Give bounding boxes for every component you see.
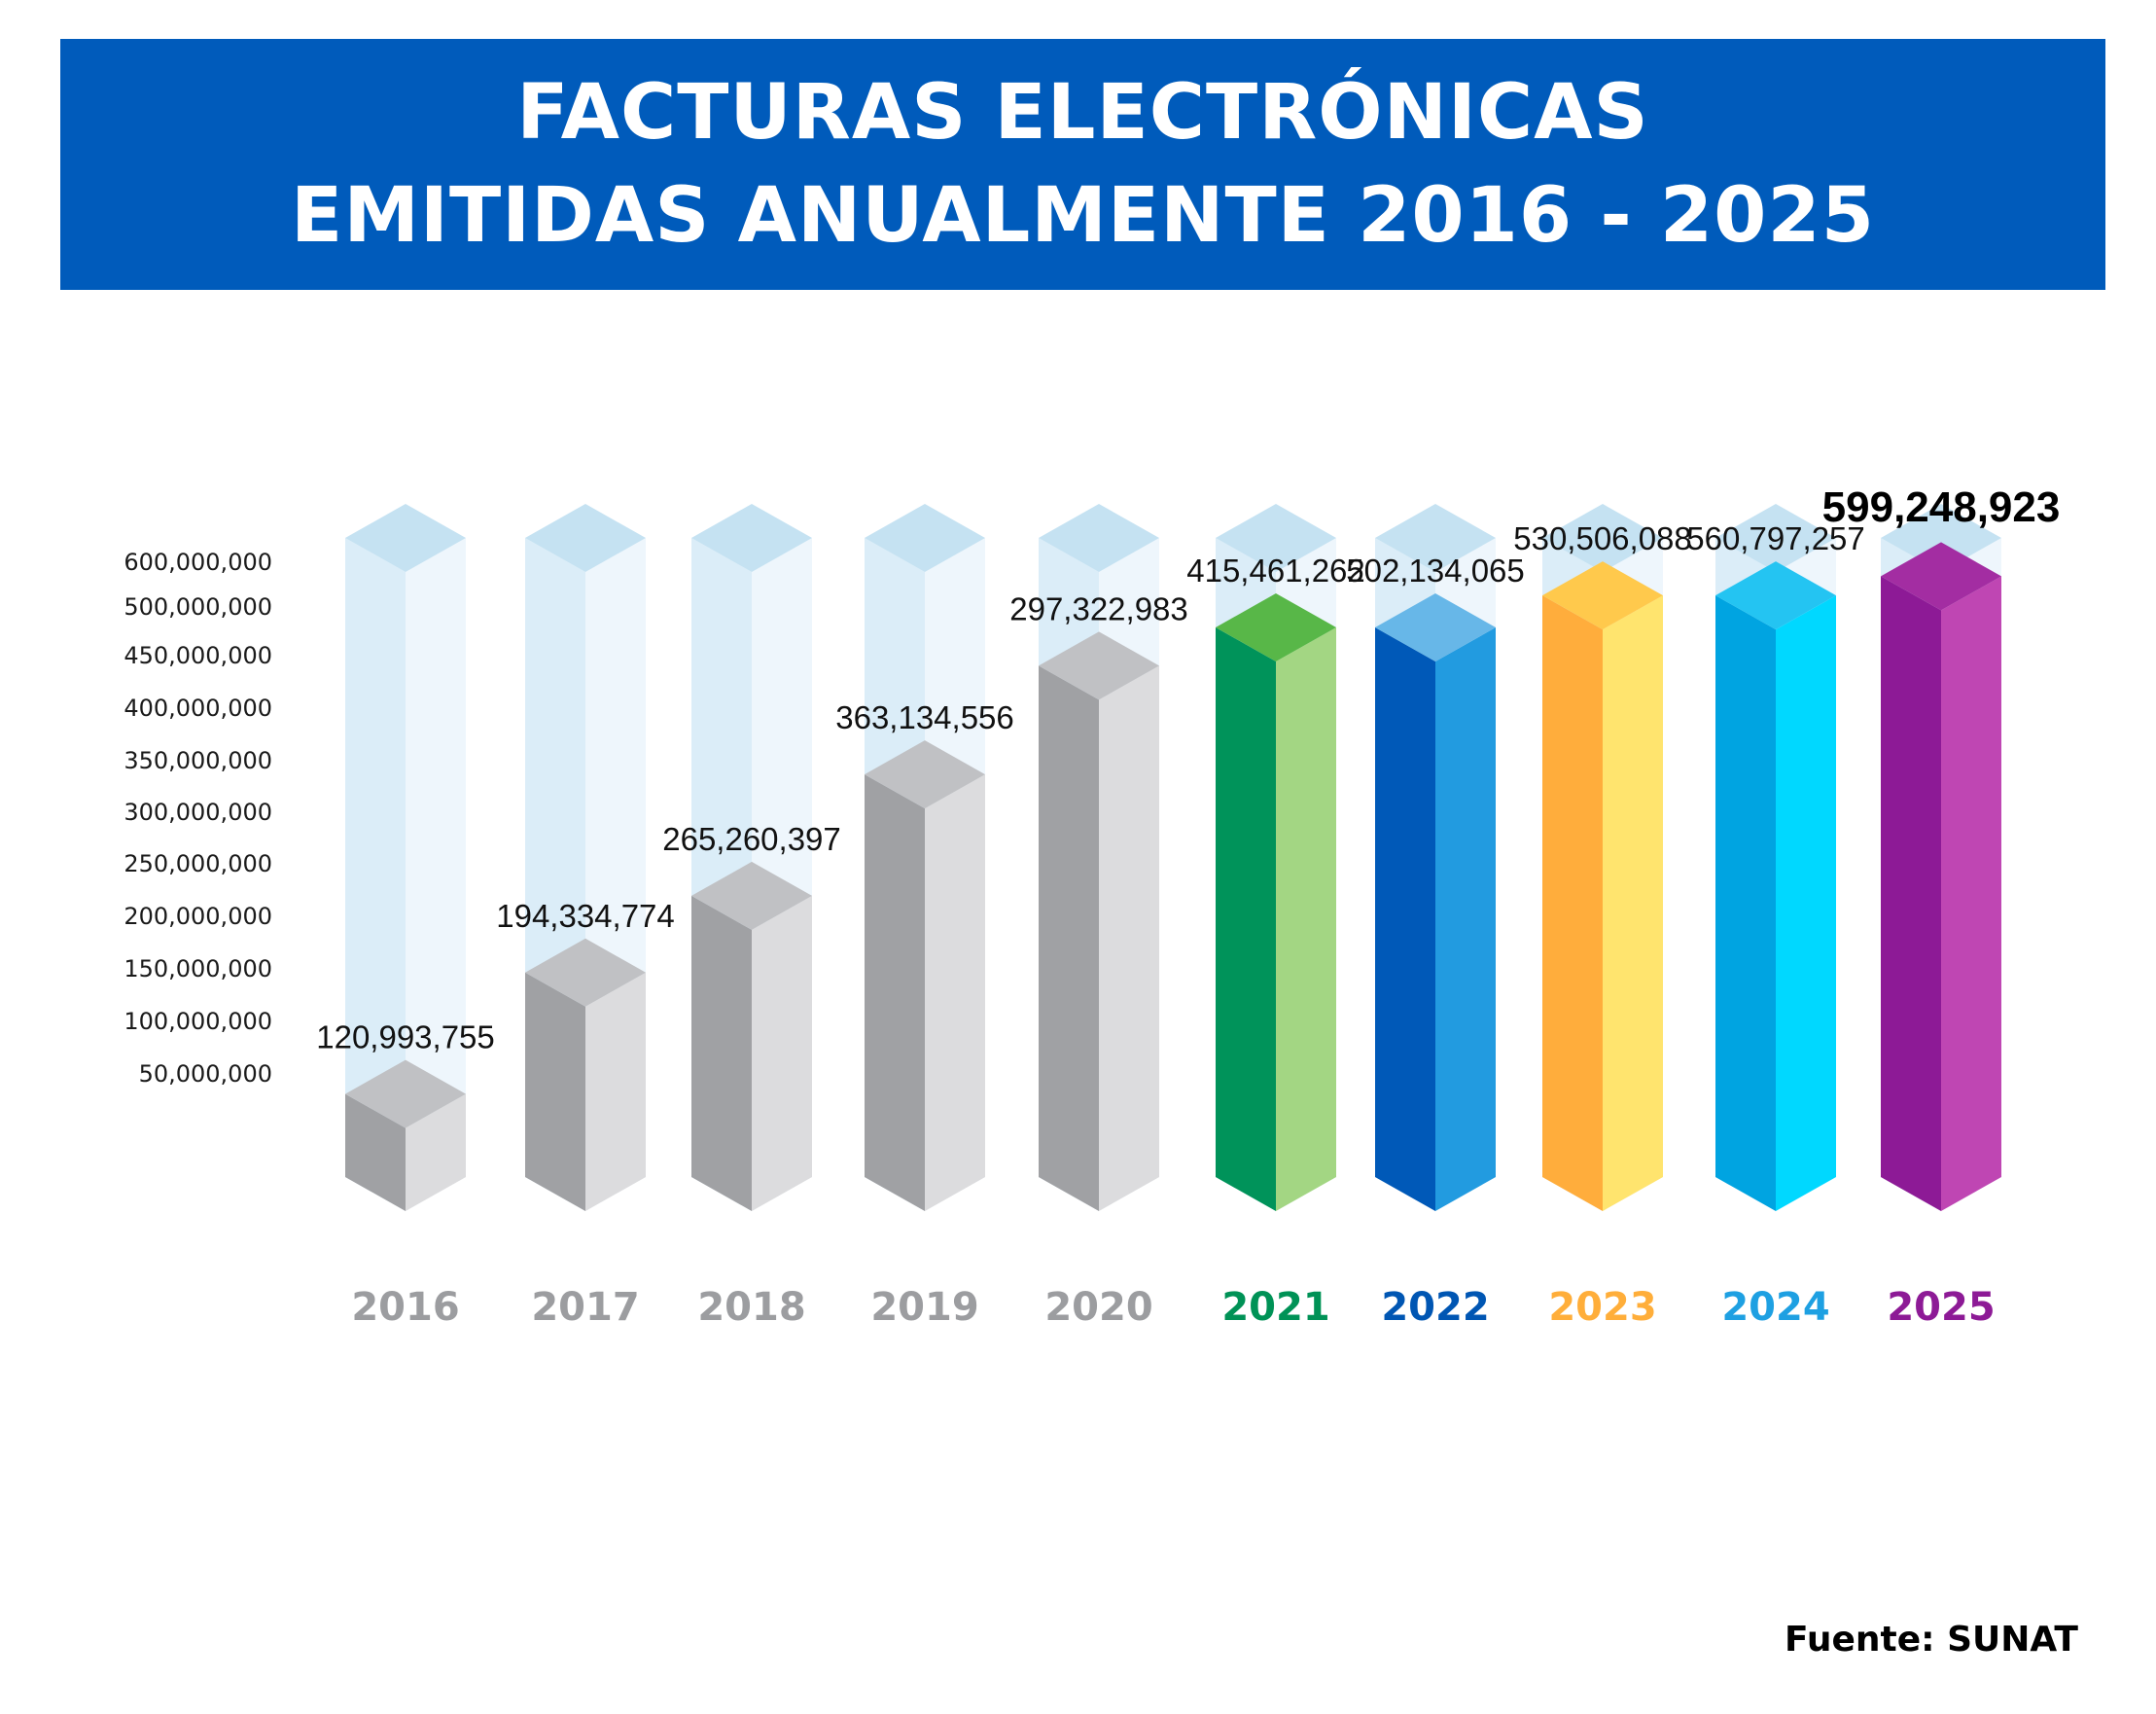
bar-2016-right-face — [406, 1093, 466, 1211]
year-label-2023: 2023 — [1548, 1285, 1656, 1330]
bar-2025-left-face — [1881, 576, 1941, 1211]
bar-2018-right-face — [752, 895, 812, 1211]
value-label-2020: 297,322,983 — [1009, 590, 1188, 626]
bar-2024-right-face — [1776, 595, 1836, 1211]
ghost-column-2016-right-face — [406, 538, 466, 1211]
ghost-column-2024-top-face — [1715, 504, 1836, 572]
bar-2024 — [1715, 561, 1836, 1211]
bar-2020 — [1039, 631, 1159, 1211]
ghost-column-2019-top-face — [865, 504, 985, 572]
y-axis-ticks: 600,000,000 500,000,000 450,000,000 400,000… — [124, 549, 272, 1088]
bar-2018 — [691, 861, 812, 1211]
bar-2019-top-face — [865, 740, 985, 809]
bar-2022-left-face — [1375, 626, 1435, 1211]
bar-2021-top-face — [1216, 592, 1336, 661]
bar-2021-right-face — [1276, 626, 1336, 1211]
year-label-2020: 2020 — [1044, 1285, 1152, 1330]
ghost-column-2020-top-face — [1039, 504, 1159, 572]
ghost-column-2017-top-face — [525, 504, 646, 572]
year-label-2017: 2017 — [531, 1285, 639, 1330]
bar-2022 — [1375, 592, 1496, 1211]
bar-2024-left-face — [1715, 595, 1776, 1211]
bar-2022-right-face — [1435, 626, 1496, 1211]
chart-title-line-1: FACTURAS ELECTRÓNICAS — [516, 69, 1649, 157]
y-tick-label: 200,000,000 — [124, 903, 272, 930]
value-label-2022: 502,134,065 — [1346, 553, 1525, 589]
y-tick-label: 500,000,000 — [124, 593, 272, 621]
y-tick-label: 600,000,000 — [124, 549, 272, 576]
y-tick-label: 100,000,000 — [124, 1008, 272, 1035]
value-label-2019: 363,134,556 — [835, 699, 1014, 735]
bar-2018-top-face — [691, 861, 812, 930]
bar-2021 — [1216, 592, 1336, 1211]
chart-title-line-2: EMITIDAS ANUALMENTE 2016 - 2025 — [291, 172, 1875, 260]
ghost-column-2022-top-face — [1375, 504, 1496, 572]
bar-2025 — [1881, 542, 2001, 1211]
year-label-2025: 2025 — [1887, 1285, 1995, 1330]
value-label-2016: 120,993,755 — [316, 1019, 495, 1055]
year-label-2021: 2021 — [1221, 1285, 1329, 1330]
y-tick-label: 300,000,000 — [124, 799, 272, 826]
bar-2017-right-face — [585, 972, 646, 1211]
bar-2023 — [1542, 561, 1663, 1211]
value-labels: 120,993,755 194,334,774 265,260,397 363,134… — [316, 483, 2060, 1055]
bar-2024-top-face — [1715, 561, 1836, 630]
year-label-2022: 2022 — [1381, 1285, 1489, 1330]
ghost-column-2018-top-face — [691, 504, 812, 572]
bar-2020-top-face — [1039, 631, 1159, 700]
ghost-column-2016 — [345, 504, 466, 1211]
bar-2023-top-face — [1542, 561, 1663, 630]
y-tick-label: 350,000,000 — [124, 747, 272, 774]
bar-2020-right-face — [1099, 665, 1159, 1211]
bar-2021-left-face — [1216, 626, 1276, 1211]
y-tick-label: 400,000,000 — [124, 695, 272, 722]
y-tick-label: 450,000,000 — [124, 642, 272, 669]
bar-2023-right-face — [1603, 595, 1663, 1211]
y-tick-label: 250,000,000 — [124, 850, 272, 877]
bar-2022-top-face — [1375, 592, 1496, 661]
value-label-2025: 599,248,923 — [1822, 483, 2061, 531]
source-note: Fuente: SUNAT — [1785, 1620, 2078, 1660]
bar-2018-left-face — [691, 895, 752, 1211]
bar-2020-left-face — [1039, 665, 1099, 1211]
year-label-2019: 2019 — [870, 1285, 978, 1330]
bar-2017-top-face — [525, 938, 646, 1007]
year-label-2024: 2024 — [1721, 1285, 1829, 1330]
ghost-column-2021-top-face — [1216, 504, 1336, 572]
ghost-column-2023-top-face — [1542, 504, 1663, 572]
value-label-2021: 415,461,262 — [1186, 553, 1365, 589]
bar-2019-left-face — [865, 774, 925, 1211]
value-label-2017: 194,334,774 — [496, 898, 675, 934]
ghost-column-2016-top-face — [345, 504, 466, 572]
year-label-2018: 2018 — [697, 1285, 805, 1330]
value-label-2024: 560,797,257 — [1686, 520, 1865, 556]
y-tick-label: 150,000,000 — [124, 955, 272, 982]
bar-2016-left-face — [345, 1093, 406, 1211]
ghost-column-2016-left-face — [345, 538, 406, 1211]
y-tick-label: 50,000,000 — [139, 1060, 272, 1088]
year-label-2016: 2016 — [351, 1285, 459, 1330]
bar-2025-right-face — [1941, 576, 2001, 1211]
bar-series — [345, 542, 2001, 1211]
bar-2023-left-face — [1542, 595, 1603, 1211]
bar-2017 — [525, 938, 646, 1211]
bar-2019-right-face — [925, 774, 985, 1211]
title-banner: FACTURAS ELECTRÓNICAS EMITIDAS ANUALMENT… — [60, 39, 2105, 290]
bar-2016 — [345, 1059, 466, 1211]
value-label-2018: 265,260,397 — [662, 821, 841, 857]
x-axis-labels: 2016 2017 2018 2019 2020 2021 2022 2023 2024 2025 — [351, 1285, 1995, 1330]
bar-2025-top-face — [1881, 542, 2001, 611]
ghost-column-2025-top-face — [1881, 504, 2001, 572]
bar-2016-top-face — [345, 1059, 466, 1128]
value-label-2023: 530,506,088 — [1513, 520, 1692, 556]
bar-2019 — [865, 740, 985, 1211]
bar-2017-left-face — [525, 972, 585, 1211]
